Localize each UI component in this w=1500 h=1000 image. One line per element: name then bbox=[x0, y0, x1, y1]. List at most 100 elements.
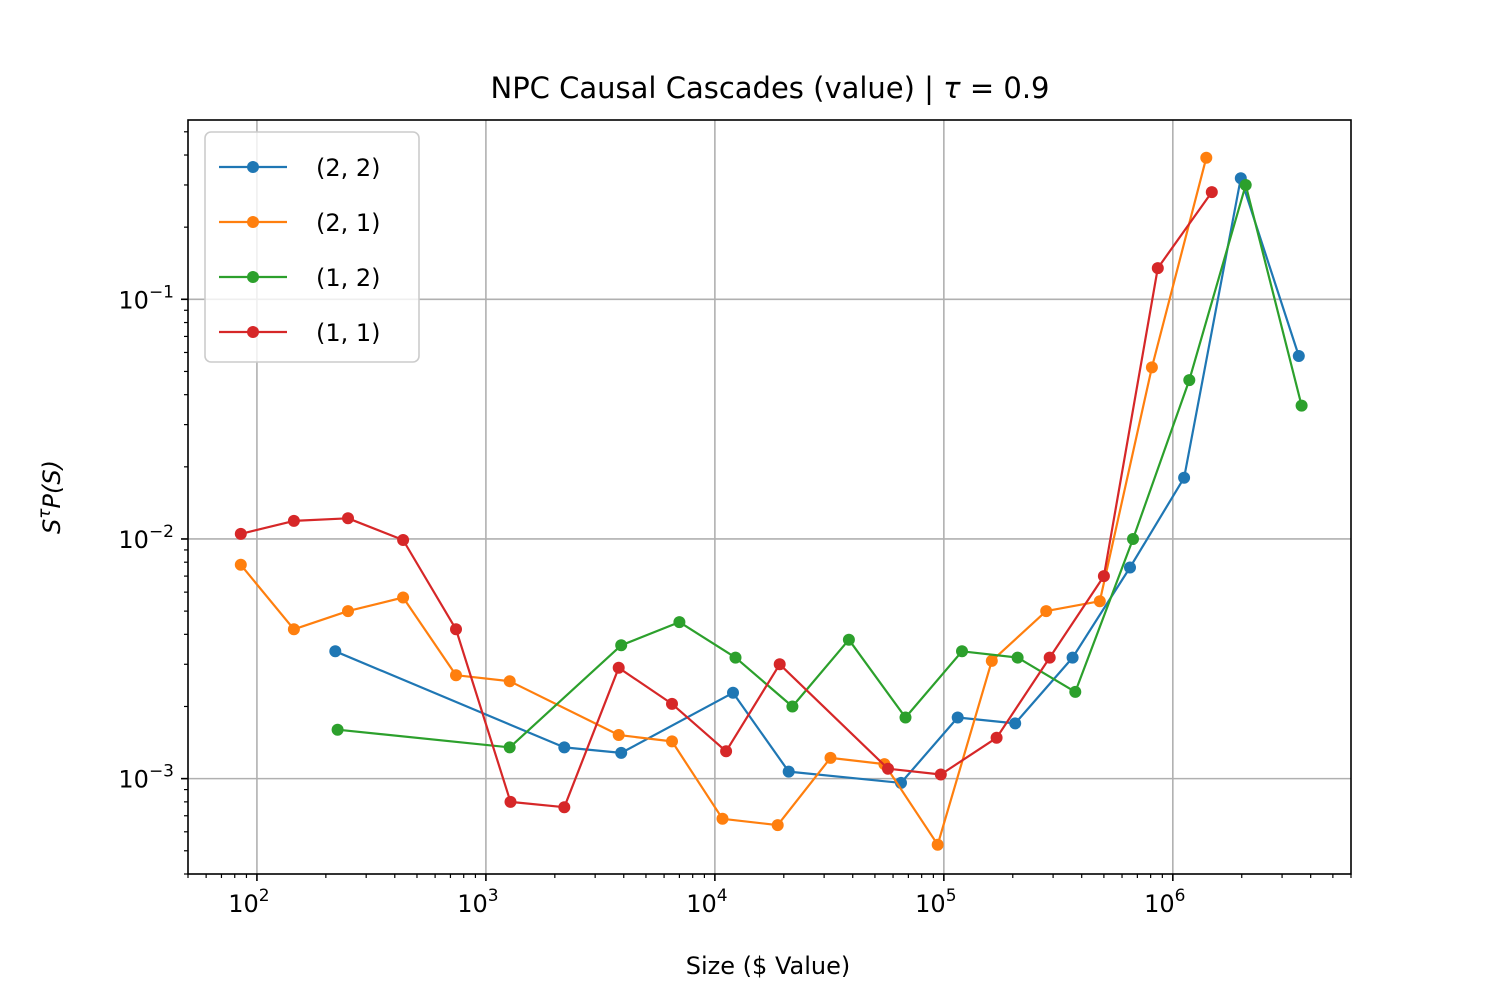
y-tick-label-exponent: −1 bbox=[149, 282, 174, 302]
series-line bbox=[240, 191, 1213, 809]
data-point bbox=[1069, 685, 1082, 698]
data-point bbox=[342, 512, 354, 525]
data-point bbox=[824, 751, 837, 764]
x-axis-label: Size ($ Value) bbox=[686, 952, 850, 980]
data-point bbox=[1097, 570, 1110, 583]
y-tick-label-exponent: −3 bbox=[149, 762, 174, 782]
x-tick-label-exponent: 5 bbox=[946, 886, 957, 906]
data-point bbox=[558, 741, 571, 754]
data-point bbox=[1295, 399, 1308, 412]
data-point bbox=[729, 651, 742, 664]
data-point bbox=[1093, 595, 1106, 608]
data-point bbox=[234, 558, 247, 571]
series-line bbox=[239, 157, 1208, 846]
data-point bbox=[1178, 471, 1191, 484]
legend-label: (2, 2) bbox=[316, 154, 381, 182]
data-point bbox=[716, 812, 729, 825]
y-tick-label: 10−2 bbox=[118, 522, 174, 554]
y-tick-label: 10−1 bbox=[118, 282, 174, 314]
data-point bbox=[558, 801, 571, 814]
x-tick-label-exponent: 3 bbox=[488, 886, 499, 906]
data-point bbox=[990, 731, 1003, 744]
data-point bbox=[882, 762, 894, 775]
legend-marker bbox=[247, 161, 259, 173]
y-tick-label-base: 10 bbox=[118, 766, 149, 794]
legend-label: (2, 1) bbox=[316, 209, 381, 237]
data-point bbox=[342, 605, 354, 618]
x-tick-label-exponent: 4 bbox=[717, 886, 728, 906]
x-tick-label-base: 10 bbox=[457, 890, 488, 918]
data-point bbox=[771, 819, 784, 832]
y-axis-label: SτP(S) bbox=[35, 460, 66, 534]
y-tick-label-base: 10 bbox=[118, 286, 149, 314]
x-tick-label: 105 bbox=[915, 886, 956, 918]
chart-title: NPC Causal Cascades (value) | τ = 0.9 bbox=[491, 71, 1050, 105]
legend-item: (1, 2) bbox=[219, 264, 381, 292]
data-point bbox=[773, 658, 786, 671]
data-point bbox=[287, 623, 300, 636]
data-point bbox=[951, 711, 964, 724]
data-point bbox=[503, 675, 516, 688]
series-layer bbox=[234, 151, 1308, 851]
data-point bbox=[666, 697, 678, 710]
data-point bbox=[956, 645, 968, 658]
series-3 bbox=[331, 179, 1308, 754]
legend-label: (1, 2) bbox=[316, 264, 381, 292]
y-tick-label-base: 10 bbox=[118, 526, 149, 554]
legend-item: (2, 1) bbox=[219, 209, 381, 237]
data-point bbox=[331, 723, 344, 736]
legend-marker bbox=[247, 216, 259, 228]
data-point bbox=[329, 645, 342, 658]
data-point bbox=[720, 745, 733, 758]
legend-item: (1, 1) bbox=[219, 319, 381, 347]
data-point bbox=[786, 700, 799, 713]
x-tick-label-exponent: 6 bbox=[1175, 886, 1186, 906]
x-tick-label-base: 10 bbox=[686, 890, 717, 918]
data-point bbox=[782, 765, 795, 778]
data-point bbox=[1239, 179, 1252, 191]
data-point bbox=[612, 729, 625, 741]
data-point bbox=[931, 838, 944, 851]
x-tick-label: 104 bbox=[686, 886, 727, 918]
series-4 bbox=[234, 186, 1218, 814]
data-point bbox=[1066, 651, 1079, 664]
data-point bbox=[842, 633, 855, 646]
x-tick-label-exponent: 2 bbox=[259, 886, 270, 906]
data-point bbox=[612, 661, 625, 674]
x-tick-label: 106 bbox=[1144, 886, 1185, 918]
data-point bbox=[1145, 361, 1158, 374]
legend-box bbox=[204, 131, 420, 363]
data-point bbox=[1200, 151, 1213, 164]
legend-marker bbox=[247, 271, 259, 283]
data-point bbox=[899, 711, 912, 724]
data-point bbox=[934, 768, 947, 781]
data-point bbox=[1151, 262, 1164, 275]
x-tick-label: 102 bbox=[228, 886, 269, 918]
legend-marker bbox=[247, 326, 259, 338]
x-tick-label-base: 10 bbox=[915, 890, 946, 918]
data-point bbox=[287, 514, 300, 527]
x-tick-label-base: 10 bbox=[1144, 890, 1175, 918]
data-point bbox=[615, 746, 628, 759]
x-tick-label-base: 10 bbox=[228, 890, 259, 918]
data-point bbox=[450, 669, 462, 682]
x-tick-label: 103 bbox=[457, 886, 498, 918]
data-point bbox=[673, 616, 686, 629]
data-point bbox=[985, 654, 998, 667]
data-point bbox=[1040, 605, 1053, 618]
legend-item: (2, 2) bbox=[219, 154, 381, 182]
data-point bbox=[1183, 374, 1196, 387]
data-point bbox=[615, 639, 628, 652]
data-point bbox=[1205, 186, 1218, 199]
data-point bbox=[503, 741, 516, 754]
data-point bbox=[727, 686, 739, 699]
data-point bbox=[450, 623, 462, 636]
data-point bbox=[397, 591, 410, 604]
legend: (2, 2) (2, 1) (1, 2) (1, 1) bbox=[204, 131, 420, 363]
data-point bbox=[1011, 651, 1024, 664]
y-tick-label: 10−3 bbox=[118, 762, 174, 794]
legend-label: (1, 1) bbox=[316, 319, 381, 347]
data-point bbox=[397, 534, 410, 546]
